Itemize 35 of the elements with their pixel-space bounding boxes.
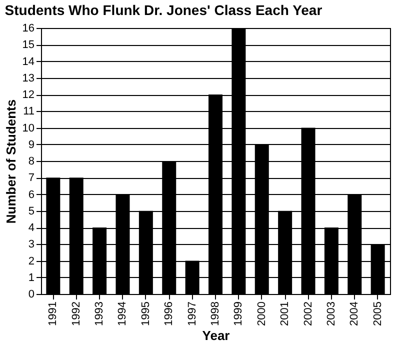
x-tick-label: 2001 (279, 302, 292, 326)
x-tick-label: 2004 (348, 302, 361, 326)
y-tick-label: 12 (22, 89, 34, 101)
x-tick-label: 1994 (116, 302, 129, 326)
x-tick-label: 1992 (70, 302, 82, 326)
y-axis-title: Number of Students (3, 99, 18, 224)
x-tick-label: 1999 (232, 302, 245, 326)
y-tick-label: 0 (28, 288, 34, 300)
y-tick-label: 7 (28, 172, 34, 184)
y-tick-label: 2 (28, 255, 34, 268)
y-tick-label: 15 (22, 39, 34, 52)
x-tick-label: 2000 (256, 302, 268, 326)
x-tick-label: 2002 (302, 302, 314, 326)
x-tick-label: 1993 (94, 302, 106, 326)
chart-title: Students Who Flunk Dr. Jones' Class Each Year (4, 2, 323, 18)
y-tick-label: 11 (23, 106, 34, 118)
y-tick-label: 14 (22, 56, 34, 68)
y-tick-label: 10 (22, 122, 34, 134)
y-tick-label: 16 (22, 22, 34, 34)
y-tick-label: 4 (28, 222, 34, 234)
y-tick-label: 5 (28, 205, 34, 218)
x-tick-label: 1996 (163, 302, 176, 326)
x-tick-label: 1995 (140, 302, 152, 326)
x-tick-label: 2003 (325, 302, 338, 326)
x-tick-label: 1998 (210, 302, 222, 326)
y-tick-label: 9 (28, 138, 34, 151)
x-tick-label: 1991 (47, 302, 60, 326)
y-tick-label: 13 (22, 72, 34, 84)
x-tick-label: 1997 (186, 302, 198, 326)
y-tick-label: 1 (28, 272, 34, 284)
y-tick-label: 6 (28, 188, 34, 201)
y-tick-label: 3 (28, 238, 34, 251)
y-tick-label: 8 (28, 156, 34, 168)
x-axis-title: Year (202, 328, 230, 343)
x-tick-label: 2005 (372, 302, 384, 326)
